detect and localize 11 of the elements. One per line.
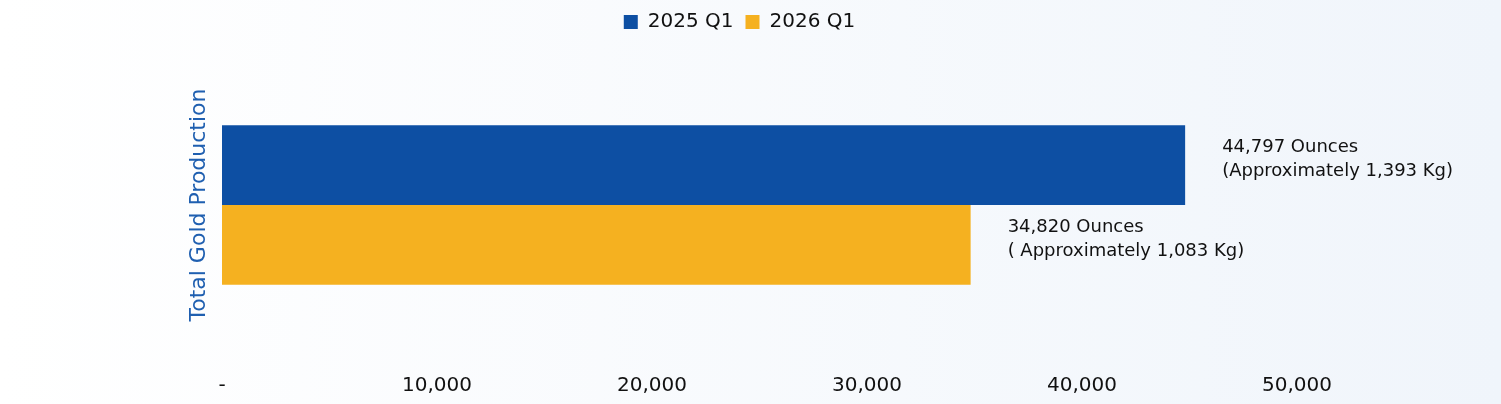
x-tick-label: 30,000 [832, 372, 902, 397]
legend-label: 2025 Q1 [647, 8, 734, 33]
legend-label: 2026 Q1 [769, 8, 856, 33]
x-tick-label: 10,000 [402, 372, 472, 397]
data-label: 34,820 Ounces ( Approximately 1,083 Kg) [1007, 214, 1245, 260]
data-label: 44,797 Ounces (Approximately 1,393 Kg) [1222, 134, 1454, 180]
x-tick-label: 50,000 [1262, 372, 1332, 397]
x-tick-label: 40,000 [1047, 372, 1117, 397]
y-axis-title: Total Gold Production [184, 88, 210, 323]
x-tick-label: 20,000 [617, 372, 687, 397]
x-tick-label: - [218, 372, 226, 397]
